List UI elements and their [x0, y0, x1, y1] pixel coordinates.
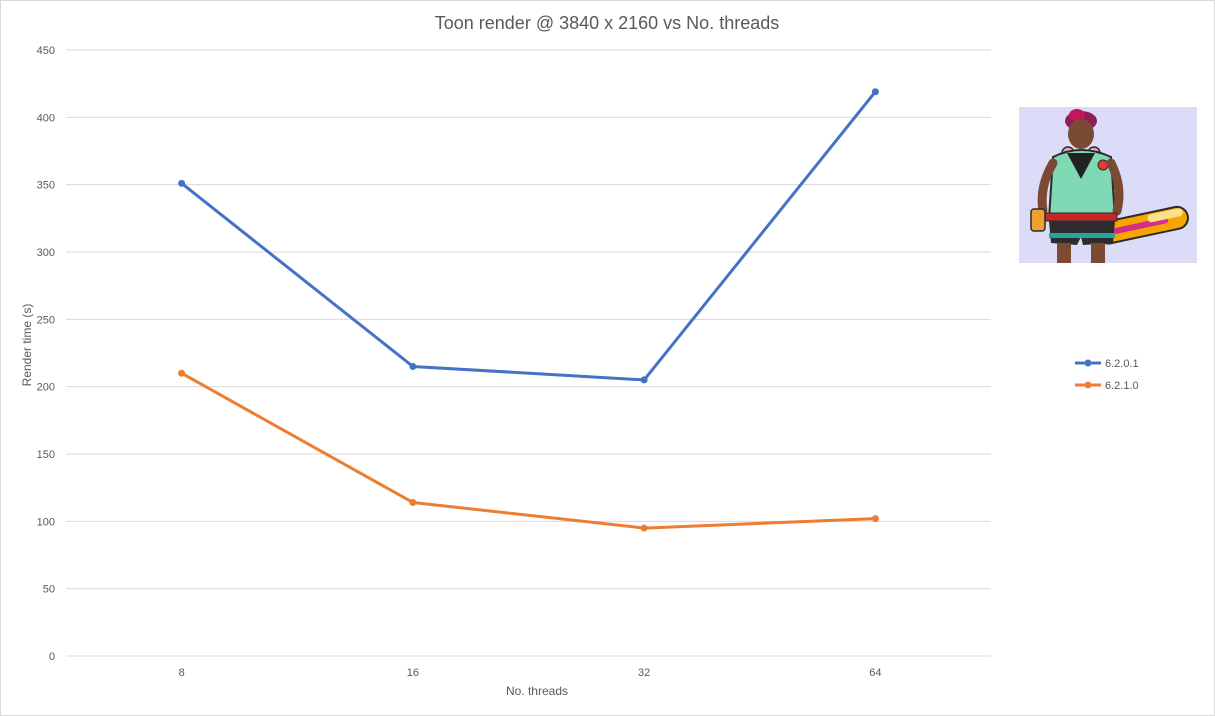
y-tick-label: 400 — [37, 112, 55, 124]
x-tick-label: 32 — [638, 667, 650, 679]
y-tick-label: 450 — [37, 45, 55, 57]
series-line-1 — [180, 371, 877, 530]
y-tick-label: 350 — [37, 180, 55, 192]
legend-label: 6.2.0.1 — [1105, 358, 1139, 370]
legend: 6.2.0.1 6.2.1.0 — [1075, 358, 1139, 392]
y-axis-title: Render time (s) — [20, 304, 34, 387]
data-point — [640, 524, 648, 532]
legend-marker-0 — [1084, 359, 1092, 367]
x-tick-label: 16 — [407, 667, 419, 679]
y-tick-label: 100 — [37, 516, 55, 528]
data-point — [409, 498, 417, 506]
data-point — [178, 179, 186, 187]
data-point — [409, 362, 417, 370]
data-point — [871, 88, 879, 96]
x-axis-title: No. threads — [506, 684, 568, 698]
y-tick-label: 150 — [37, 449, 55, 461]
legend-label: 6.2.1.0 — [1105, 380, 1139, 392]
y-tick-label: 0 — [49, 651, 55, 663]
y-tick-label: 50 — [43, 584, 55, 596]
legend-marker-1 — [1084, 381, 1092, 389]
x-tick-label: 8 — [179, 667, 185, 679]
y-tick-label: 300 — [37, 247, 55, 259]
data-point — [178, 369, 186, 377]
x-axis-ticks: 8 16 32 64 — [179, 667, 882, 679]
series-lines — [178, 88, 879, 532]
y-axis-ticks: 0 50 100 150 200 250 300 350 400 450 — [37, 45, 55, 663]
y-tick-label: 250 — [37, 314, 55, 326]
toon-character-illustration — [1019, 107, 1197, 263]
gridlines — [66, 49, 991, 657]
chart-title: Toon render @ 3840 x 2160 vs No. threads — [435, 13, 779, 33]
data-point — [640, 376, 648, 384]
y-tick-label: 200 — [37, 382, 55, 394]
x-tick-label: 64 — [869, 667, 881, 679]
series-line-0 — [180, 90, 877, 382]
data-point — [871, 515, 879, 523]
